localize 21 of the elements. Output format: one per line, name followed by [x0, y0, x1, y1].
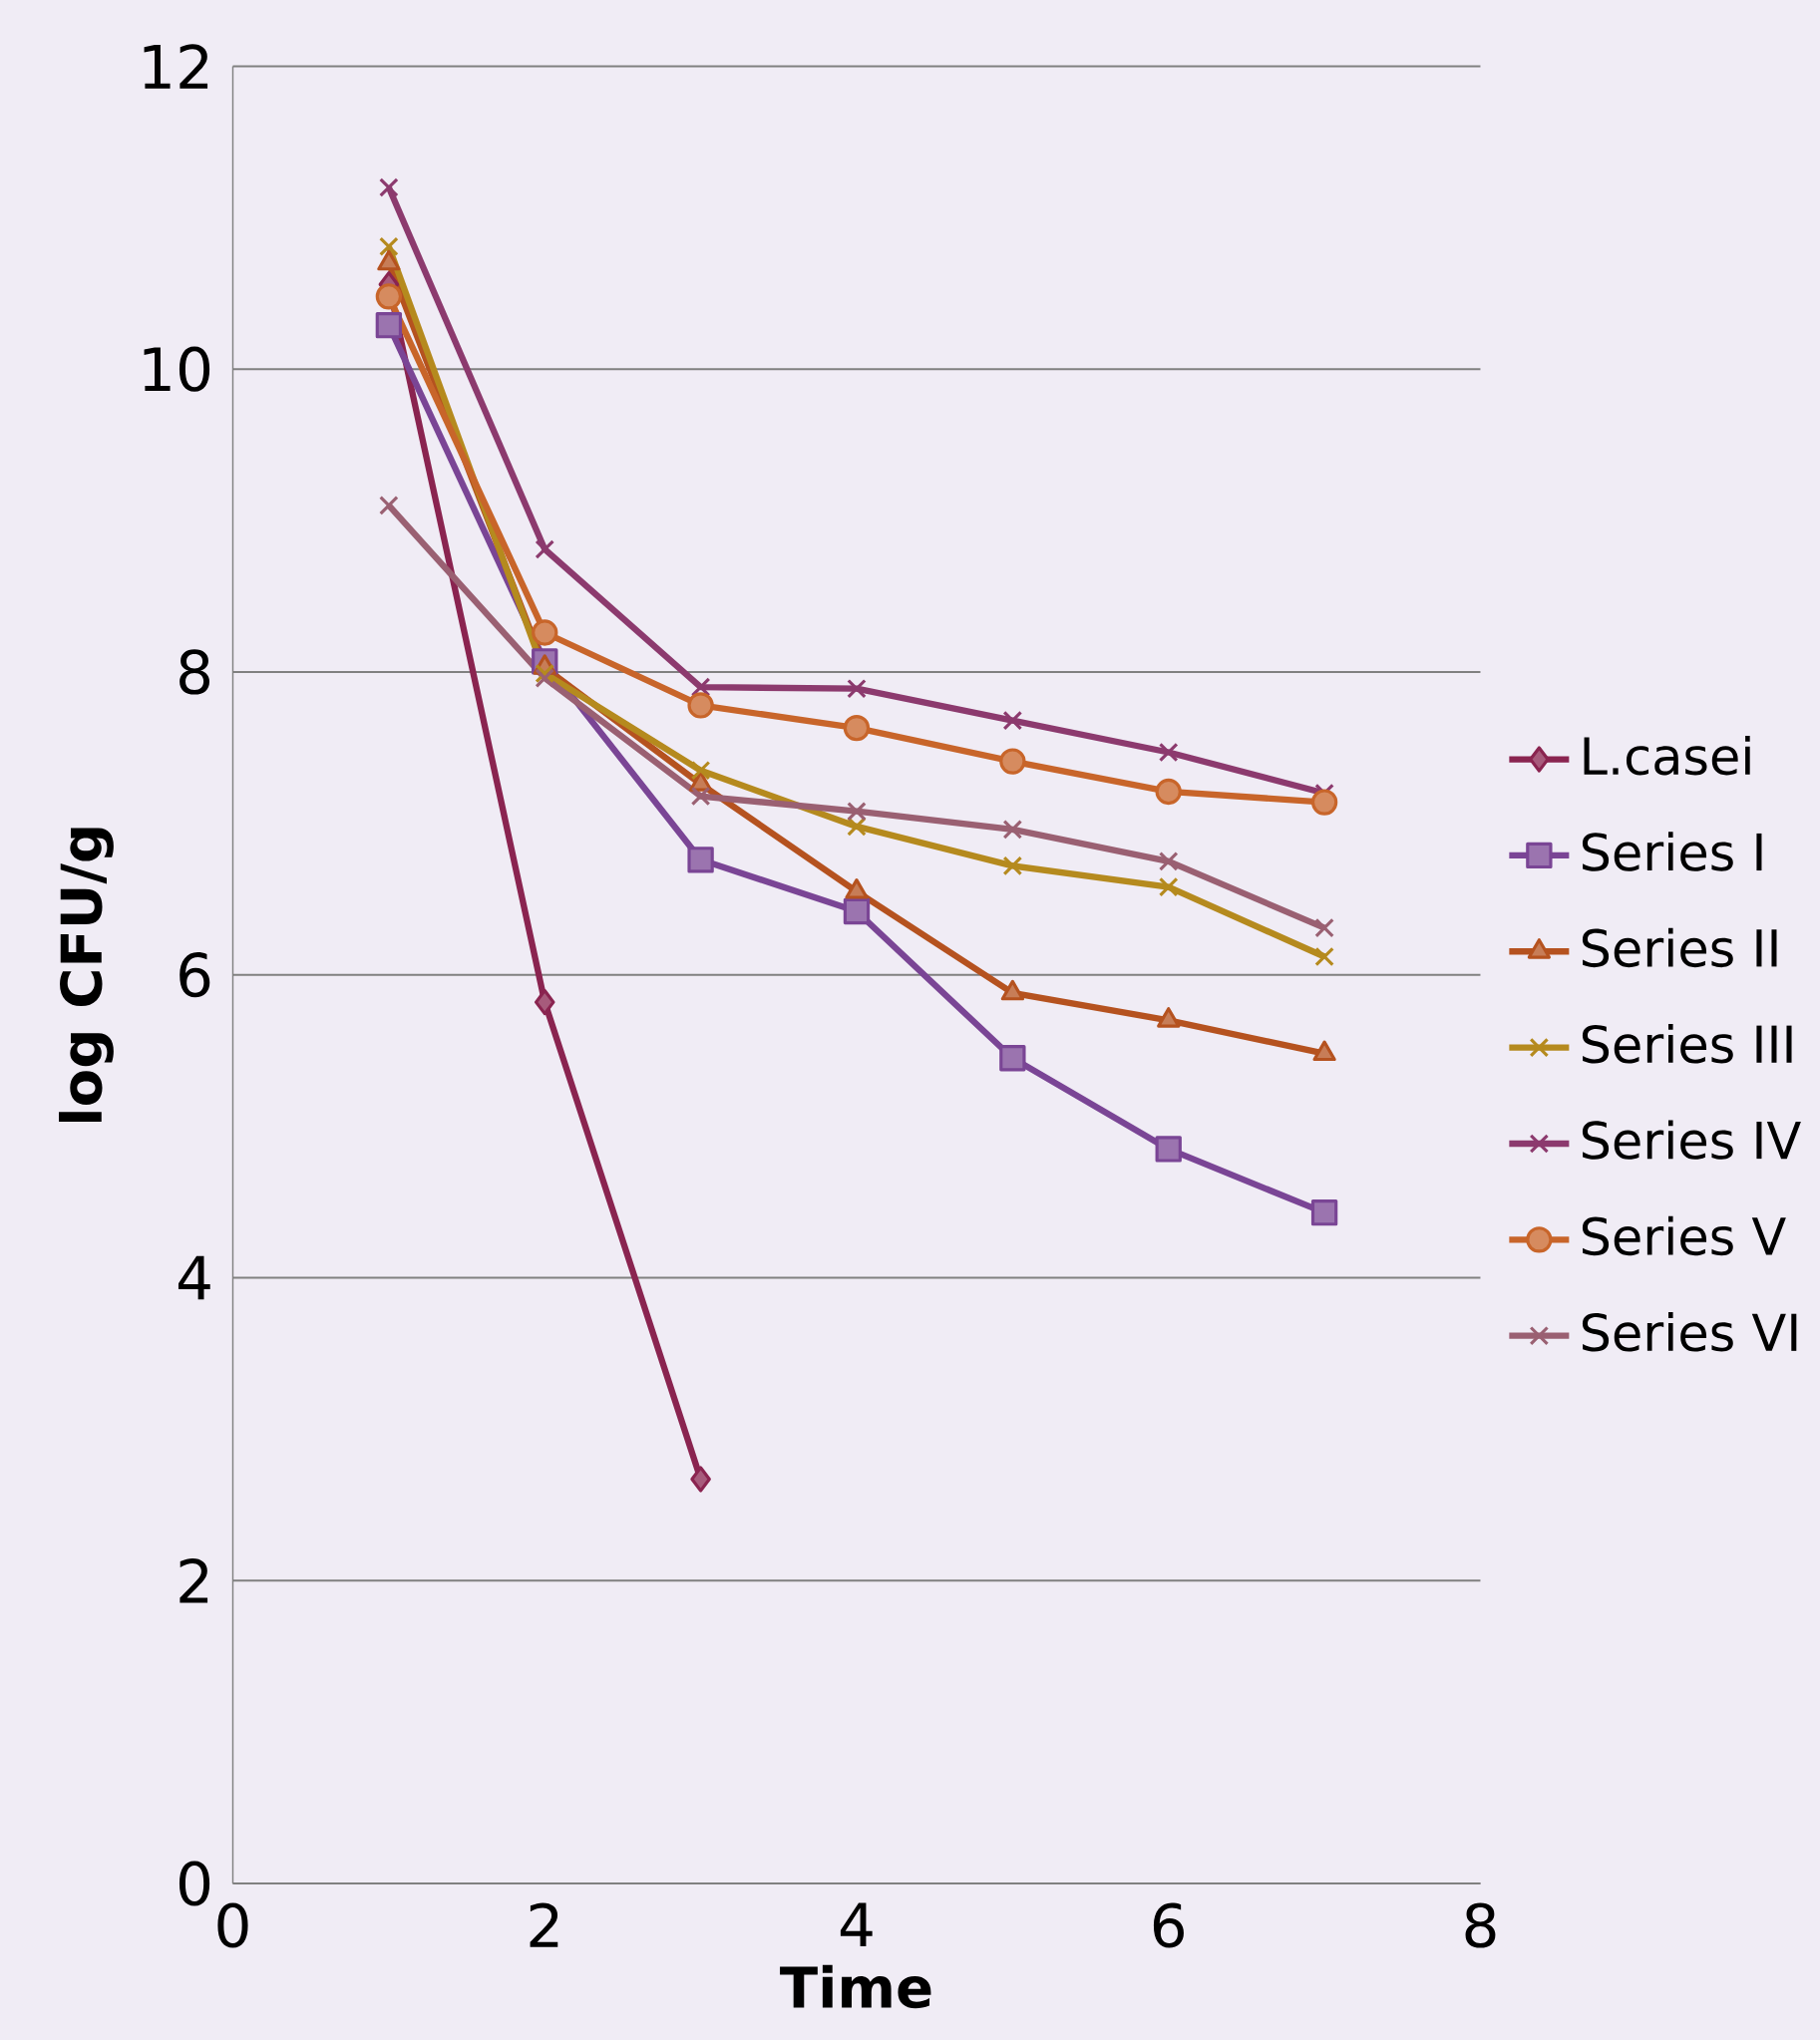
y-tick-label: 8 — [180, 649, 209, 695]
x-tick-label: 4 — [840, 1902, 873, 1946]
y-tick-label: 2 — [180, 1558, 208, 1603]
legend-label: Series VI — [1582, 1312, 1797, 1352]
legend-label: Series III — [1582, 1024, 1792, 1064]
legend-label: Series I — [1582, 832, 1762, 871]
y-tick-label: 0 — [179, 1861, 210, 1906]
legend-label: Series II — [1582, 927, 1777, 968]
legend-label: L.casei — [1584, 735, 1750, 776]
y-tick-label: 12 — [144, 44, 208, 89]
x-tick-label: 2 — [530, 1902, 558, 1947]
x-tick-label: 8 — [1465, 1902, 1496, 1948]
legend-label: Series IV — [1582, 1120, 1801, 1160]
y-tick-label: 10 — [144, 346, 210, 392]
x-axis-title: Time — [780, 1964, 931, 2009]
legend-label: Series V — [1582, 1215, 1786, 1256]
x-tick-label: 6 — [1153, 1902, 1184, 1948]
y-axis-title: log CFU/g — [59, 828, 114, 1122]
y-tick-label: 4 — [178, 1255, 210, 1300]
y-tick-label: 6 — [180, 952, 210, 998]
x-tick-label: 0 — [217, 1902, 248, 1948]
